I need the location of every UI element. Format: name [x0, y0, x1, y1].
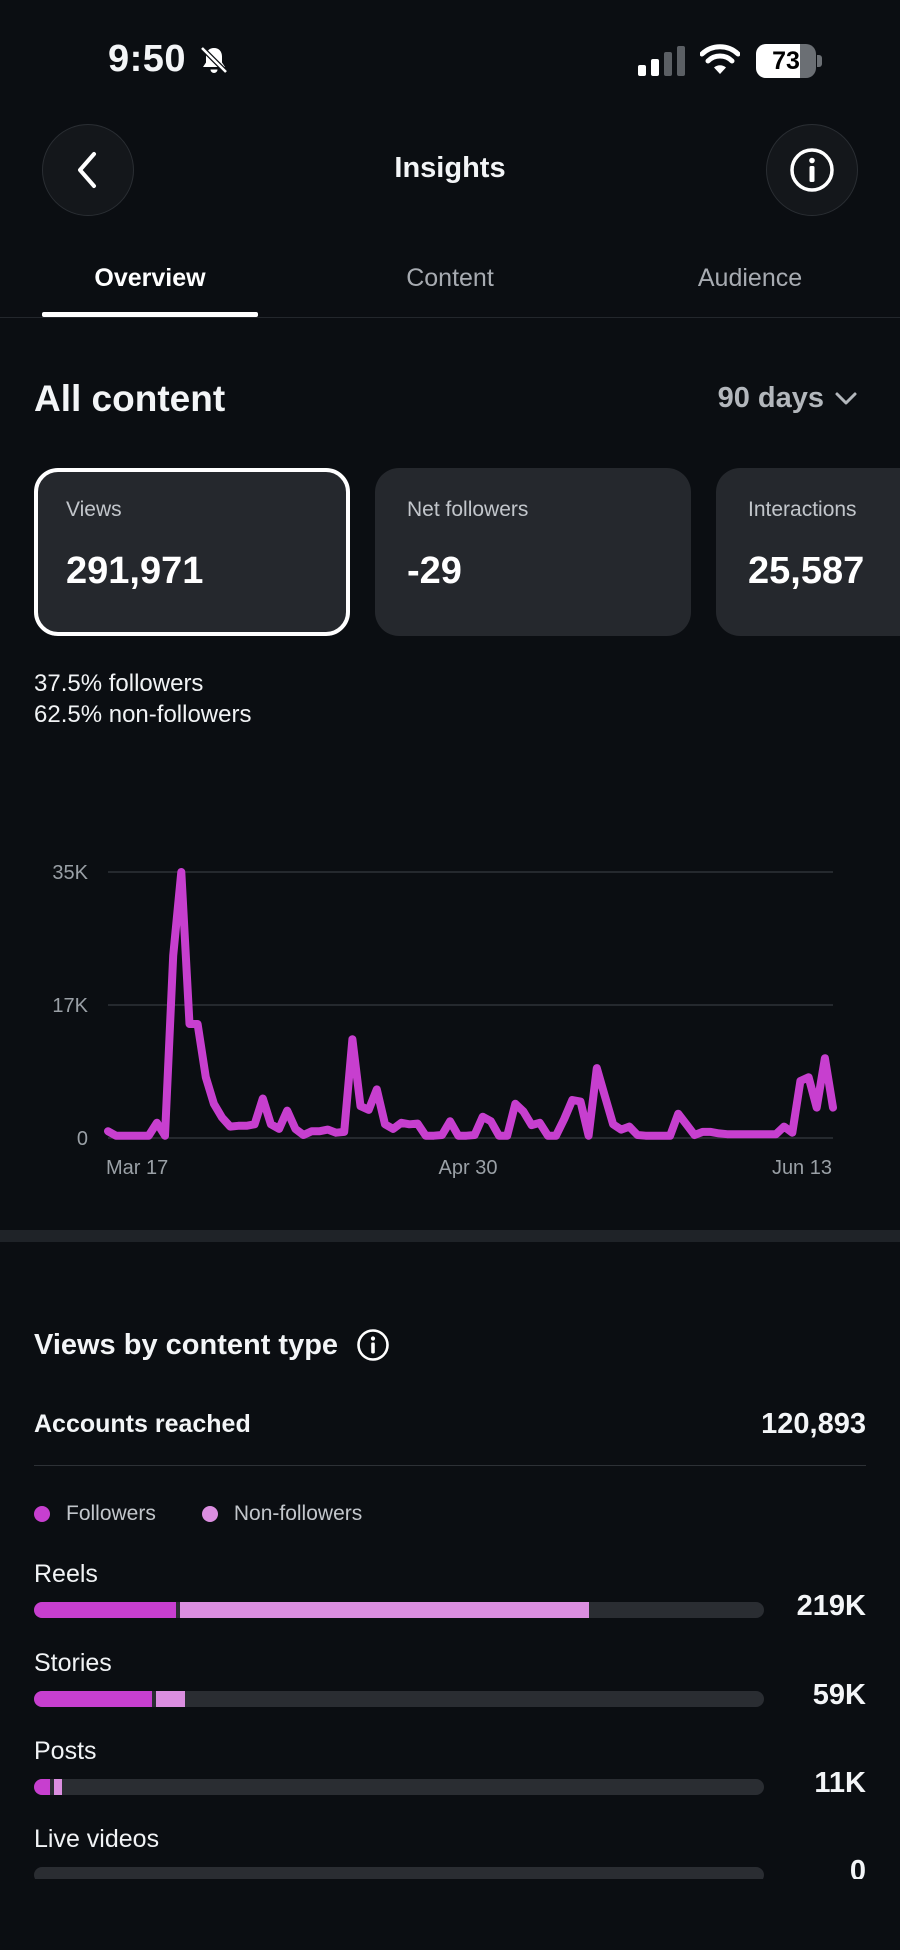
active-tab-indicator [42, 312, 258, 317]
bell-muted-icon [200, 46, 228, 74]
legend-label: Non-followers [233, 1502, 363, 1525]
metric-label: Views [66, 498, 122, 521]
views-line-chart: 35K 17K 0 Mar 17 Apr 30 Jun 13 [52, 862, 837, 1179]
status-bar: 9:50 73 [0, 0, 900, 120]
content-type-name: Posts [34, 1737, 97, 1765]
bar-segment-nonfollowers [180, 1602, 589, 1618]
tab-content[interactable]: Content [406, 264, 494, 292]
status-time: 9:50 [108, 38, 187, 80]
back-button[interactable] [42, 124, 134, 216]
chart-legend: Followers Non-followers [34, 1502, 408, 1526]
content-type-row-stories[interactable]: Stories 59K [34, 1649, 866, 1727]
legend-dot-nonfollowers [201, 1506, 218, 1522]
y-tick-label: 17K [52, 995, 88, 1017]
content-type-bar [34, 1867, 764, 1879]
chevron-down-icon [835, 392, 857, 404]
content-type-name: Stories [34, 1649, 112, 1677]
content-type-value: 59K [812, 1679, 866, 1711]
x-tick-label: Jun 13 [772, 1157, 832, 1179]
content-type-value: 0 [849, 1855, 866, 1879]
audience-split: 37.5% followers 62.5% non-followers [34, 668, 251, 730]
metric-card-views[interactable]: Views 291,971 [34, 468, 350, 636]
cellular-signal-icon [638, 46, 685, 76]
x-tick-label: Mar 17 [106, 1157, 168, 1179]
accounts-reached-value: 120,893 [761, 1408, 866, 1440]
accounts-reached-label: Accounts reached [34, 1410, 251, 1438]
info-icon[interactable] [356, 1328, 390, 1362]
battery-indicator: 73 [756, 44, 822, 78]
metric-card-net-followers[interactable]: Net followers -29 [375, 468, 691, 636]
content-type-name: Reels [34, 1560, 98, 1588]
page-title: Insights [394, 152, 506, 184]
content-type-row-live-videos[interactable]: Live videos 0 [34, 1825, 866, 1879]
section-title: All content [34, 378, 226, 419]
metric-card-interactions[interactable]: Interactions 25,587 [716, 468, 900, 636]
metric-value: 291,971 [66, 550, 204, 592]
date-range-value: 90 days [717, 382, 824, 414]
section-divider [0, 1230, 900, 1242]
content-type-row-posts[interactable]: Posts 11K [34, 1737, 866, 1815]
bar-segment-followers [34, 1691, 153, 1707]
y-tick-label: 0 [77, 1128, 88, 1150]
tab-bar: Overview Content Audience [0, 250, 900, 318]
tab-audience[interactable]: Audience [697, 264, 803, 292]
tab-overview[interactable]: Overview [94, 264, 206, 292]
nonfollowers-text: non-followers [108, 701, 252, 728]
info-icon [790, 148, 834, 192]
bar-segment-nonfollowers [54, 1779, 62, 1795]
legend-nonfollowers: Non-followers [201, 1502, 363, 1526]
content-type-bar [34, 1779, 764, 1795]
y-tick-label: 35K [52, 862, 88, 884]
followers-text: followers [108, 670, 204, 697]
content-type-title-text: Views by content type [34, 1328, 339, 1361]
date-range-dropdown[interactable]: 90 days [718, 382, 858, 415]
bar-segment-nonfollowers [156, 1691, 186, 1707]
legend-followers: Followers [34, 1502, 156, 1526]
chevron-left-icon [78, 152, 96, 188]
legend-dot-followers [34, 1506, 50, 1522]
metric-value: -29 [407, 550, 462, 592]
bar-segment-followers [34, 1602, 177, 1618]
views-series-line [104, 868, 837, 1140]
content-type-bar [34, 1602, 764, 1618]
info-button[interactable] [766, 124, 858, 216]
wifi-icon [700, 44, 740, 74]
nonfollowers-percentage: 62.5% [34, 701, 103, 728]
battery-percentage: 73 [772, 47, 800, 75]
metric-value: 25,587 [748, 550, 865, 592]
accounts-reached-row: Accounts reached 120,893 [34, 1406, 866, 1466]
content-type-bar [34, 1691, 764, 1707]
content-type-name: Live videos [34, 1825, 160, 1853]
legend-label: Followers [66, 1502, 156, 1525]
x-tick-label: Apr 30 [439, 1157, 498, 1179]
content-type-value: 11K [814, 1767, 866, 1799]
followers-percentage: 37.5% [34, 670, 103, 697]
metric-label: Net followers [407, 498, 529, 521]
bar-segment-followers [34, 1779, 51, 1795]
content-type-row-reels[interactable]: Reels 219K [34, 1560, 866, 1638]
content-type-title: Views by content type [34, 1328, 390, 1362]
metric-label: Interactions [748, 498, 857, 521]
content-type-value: 219K [796, 1590, 866, 1622]
